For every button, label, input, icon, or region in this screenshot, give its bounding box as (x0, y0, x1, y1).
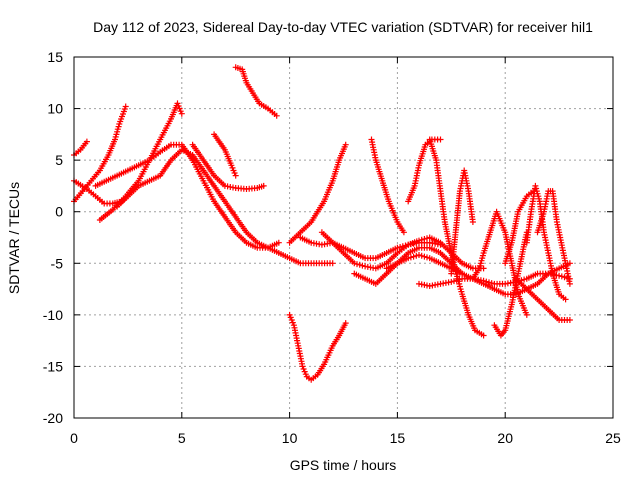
data-point (488, 280, 495, 287)
data-point (356, 261, 363, 268)
x-tick-label: 5 (178, 430, 186, 446)
x-tick-label: 0 (70, 430, 78, 446)
plot-frame (73, 56, 614, 419)
data-point (437, 136, 444, 143)
data-point (354, 261, 360, 268)
series-arc-06 (114, 146, 336, 267)
data-point (351, 260, 358, 267)
data-point (566, 275, 573, 282)
data-point (418, 236, 425, 243)
data-point (483, 278, 490, 285)
data-point (566, 280, 573, 287)
x-tick-label: 10 (282, 430, 298, 446)
x-tick-label: 20 (497, 430, 513, 446)
data-point (480, 277, 487, 284)
x-tick-labels: 0 5 10 15 20 25 (70, 430, 621, 446)
x-axis-label: GPS time / hours (290, 457, 397, 473)
y-tick-label: -5 (51, 255, 64, 271)
x-tick-label: 25 (605, 430, 621, 446)
data-point (523, 311, 530, 318)
y-tick-label: -10 (43, 307, 63, 323)
data-point (456, 276, 463, 283)
data-point (448, 278, 455, 285)
data-point (359, 262, 366, 269)
series-arc-05 (92, 141, 282, 251)
data-point (561, 274, 568, 281)
data-point (424, 254, 430, 261)
data-point (273, 112, 280, 119)
data-point (564, 275, 571, 281)
series-arc-26 (383, 244, 466, 277)
series-layer (71, 64, 573, 383)
data-point (122, 103, 129, 110)
y-tick-label: -15 (43, 358, 63, 374)
series-arc-07 (189, 141, 267, 192)
data-point (486, 279, 492, 286)
series-arc-09 (232, 64, 280, 119)
y-tick-label: -20 (43, 410, 63, 426)
data-point (451, 278, 457, 285)
data-point (400, 229, 407, 236)
data-point (232, 172, 239, 179)
data-point (260, 182, 267, 189)
data-point (521, 276, 528, 283)
y-tick-label: 5 (55, 152, 63, 168)
data-point (394, 244, 401, 251)
series-arc-25 (416, 270, 573, 289)
data-point (562, 296, 569, 303)
data-point (556, 272, 563, 279)
data-point (558, 273, 565, 280)
data-point (566, 317, 573, 323)
axis-ticks (73, 56, 614, 419)
data-point (515, 278, 522, 285)
y-axis-label: SDTVAR / TECUs (6, 182, 22, 294)
x-tick-label: 15 (390, 430, 406, 446)
series-arc-21 (502, 188, 537, 267)
data-point (329, 260, 336, 267)
data-point (469, 219, 476, 225)
series-arc-23 (534, 188, 573, 287)
series-arc-18 (448, 167, 476, 277)
y-tick-label: 15 (47, 49, 63, 65)
y-tick-label: 10 (47, 101, 63, 117)
data-point (410, 253, 417, 260)
series-arc-10 (286, 311, 349, 383)
data-point (518, 277, 525, 284)
data-point (405, 255, 412, 262)
series-arc-13 (318, 229, 487, 272)
series-arc-16 (405, 136, 444, 205)
chart-title: Day 112 of 2023, Sidereal Day-to-day VTE… (93, 19, 593, 35)
series-arc-15 (368, 136, 407, 236)
data-point (453, 277, 460, 284)
data-point (83, 138, 90, 145)
data-point (342, 141, 349, 148)
series-arc-11 (286, 141, 349, 246)
data-point (178, 110, 185, 117)
data-point (480, 332, 487, 339)
series-arc-08 (211, 131, 239, 179)
data-point (275, 239, 282, 246)
data-point (513, 278, 519, 285)
data-point (407, 254, 414, 261)
series-arc-24 (513, 275, 573, 323)
data-point (416, 252, 422, 258)
data-point (413, 252, 420, 259)
data-point (416, 237, 422, 244)
data-point (418, 252, 425, 259)
series-arc-17 (426, 136, 487, 339)
data-point (342, 320, 349, 327)
series-arc-19 (469, 208, 530, 318)
data-point (459, 270, 466, 277)
y-tick-label: 0 (55, 204, 63, 220)
y-tick-labels: 15 10 5 0 -5 -10 -15 -20 (43, 49, 63, 426)
series-arc-02 (71, 103, 129, 205)
